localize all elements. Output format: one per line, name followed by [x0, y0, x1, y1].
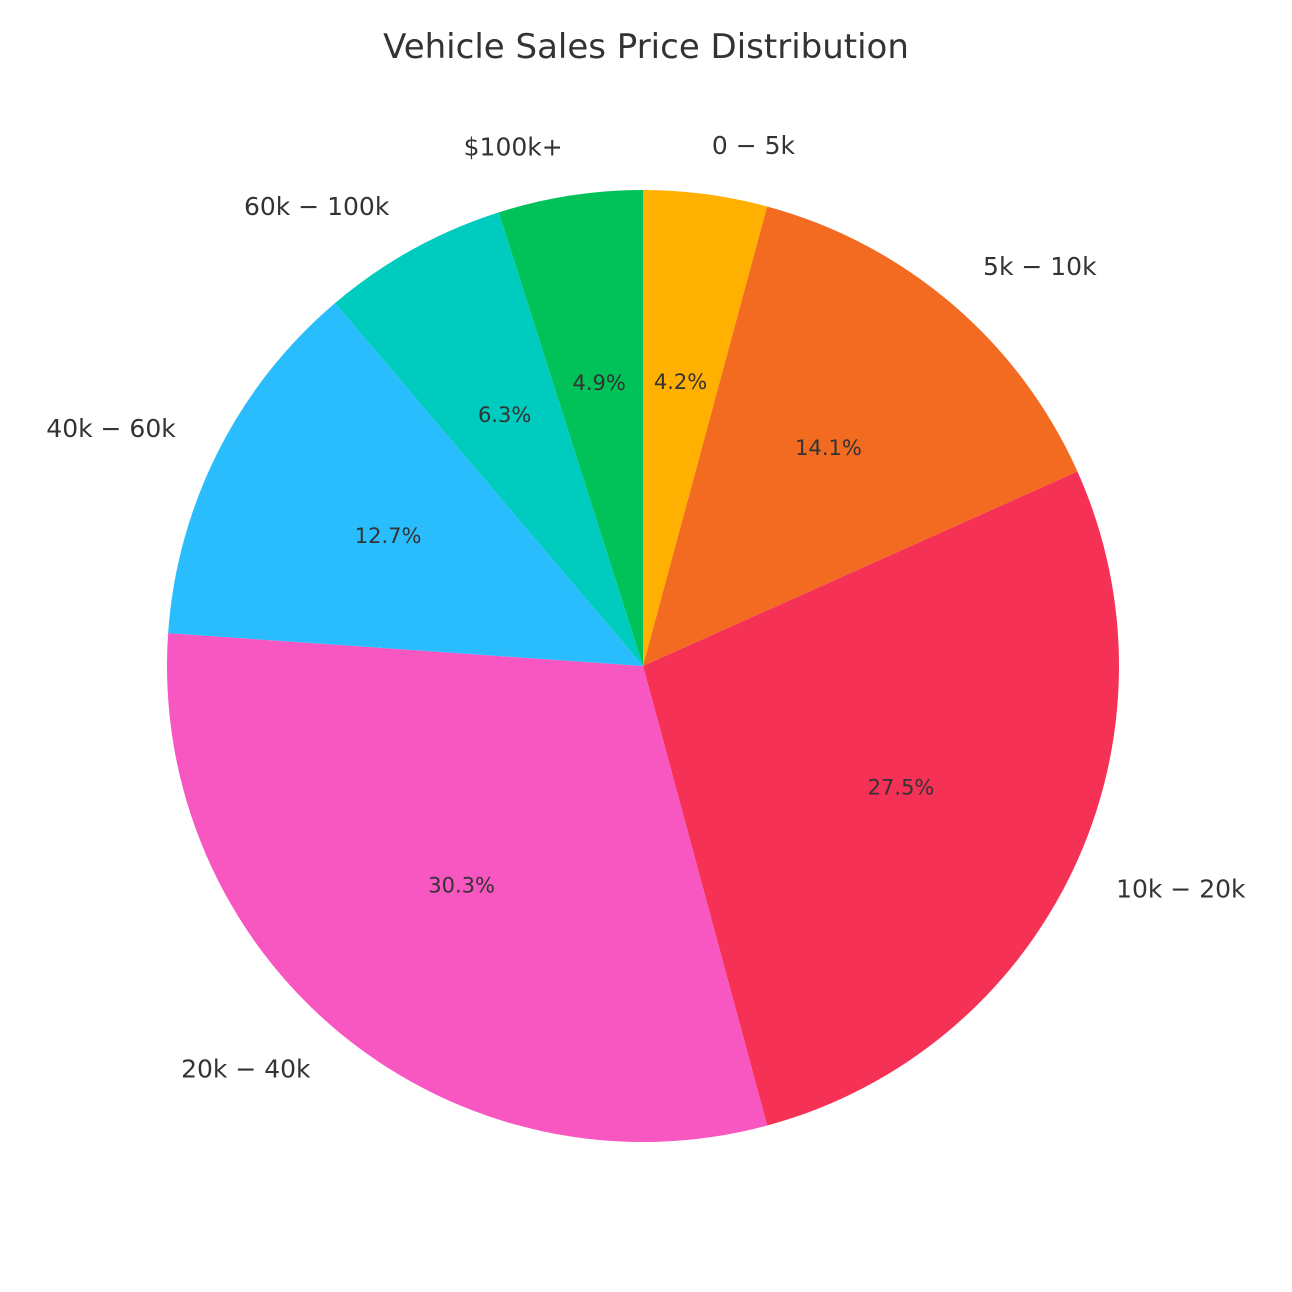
slice-label: 0 − 5k [712, 131, 796, 160]
slice-percent-label: 6.3% [478, 403, 531, 427]
pie-slice [168, 303, 643, 666]
slice-label: 40k − 60k [46, 414, 176, 443]
slice-percent-label: 14.1% [795, 436, 862, 460]
slice-percent-label: 12.7% [355, 524, 422, 548]
pie-slice [335, 212, 643, 666]
pie-slice [643, 471, 1119, 1126]
slice-percent-label: 4.2% [654, 370, 707, 394]
chart-title: Vehicle Sales Price Distribution [383, 27, 909, 67]
slice-label: 60k − 100k [244, 192, 390, 221]
pie-slice [498, 190, 643, 666]
slice-label: $100k+ [464, 133, 563, 162]
slice-label: 5k − 10k [983, 252, 1097, 281]
slice-label: 20k − 40k [181, 1054, 311, 1083]
slice-percent-label: 4.9% [573, 371, 626, 395]
slice-percent-label: 27.5% [868, 775, 935, 799]
slice-percent-label: 30.3% [428, 874, 495, 898]
pie-slice [643, 190, 768, 666]
slices-layer [167, 190, 1119, 1142]
slice-label: 10k − 20k [1116, 874, 1246, 903]
pie-slice [167, 633, 768, 1142]
labels-layer: 0 − 5k 4.2% 5k − 10k 14.1% 10k − 20k 27.5% 20k… [46, 131, 1246, 1084]
pie-slice [643, 206, 1078, 666]
